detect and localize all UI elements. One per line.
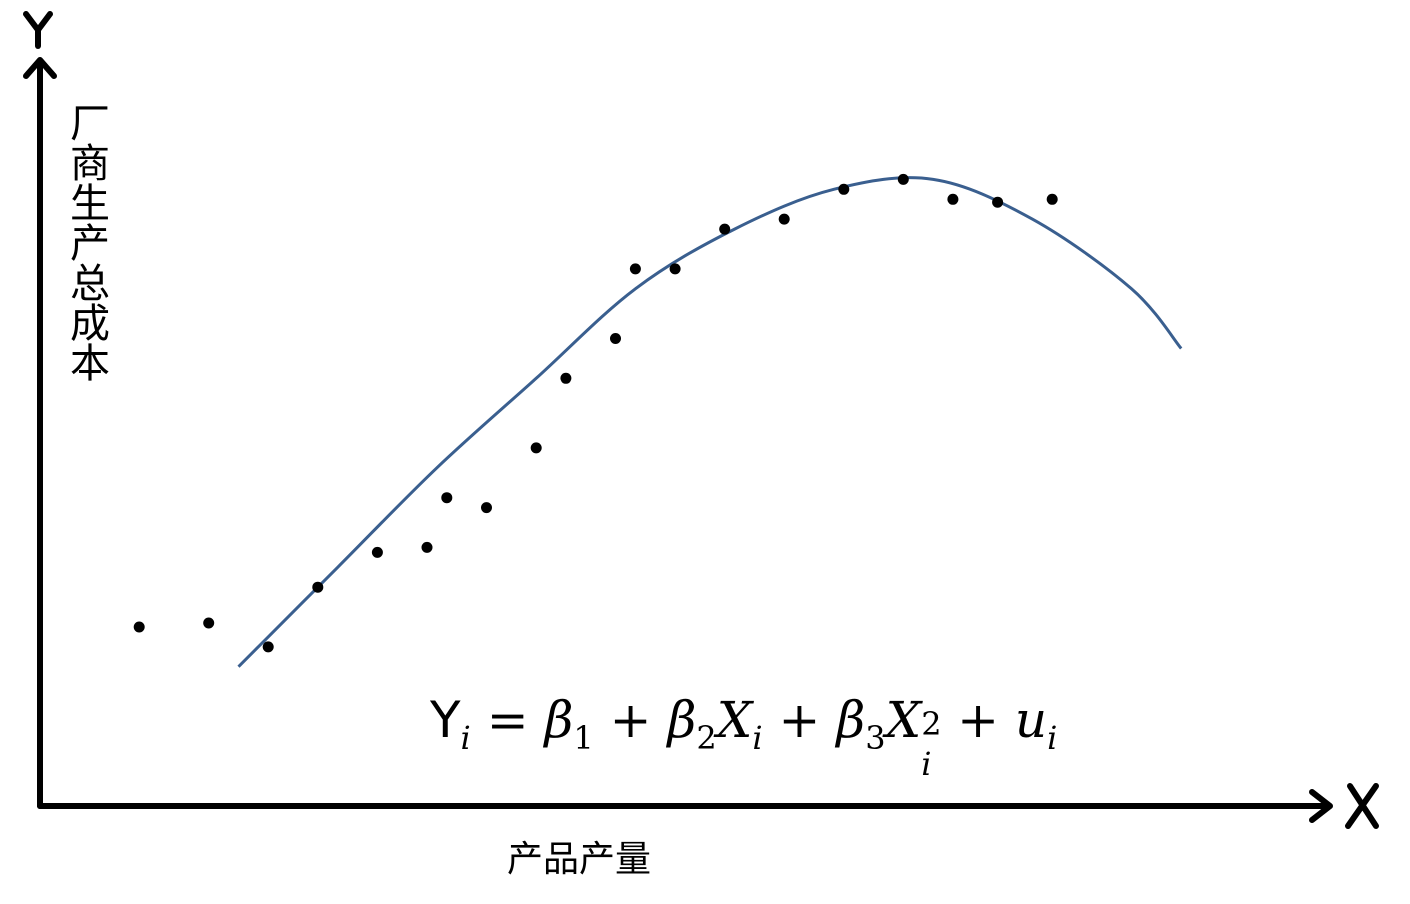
data-point-2 <box>203 617 215 629</box>
data-point-6 <box>421 541 433 553</box>
data-point-10 <box>560 372 572 384</box>
y-axis-arrowhead <box>23 57 57 79</box>
data-point-8 <box>481 502 492 514</box>
data-point-20 <box>1046 193 1058 205</box>
eq-x1: X <box>716 691 753 749</box>
eq-x2-sub: i <box>921 745 932 783</box>
eq-x1-sub: i <box>752 719 763 757</box>
data-point-19 <box>992 196 1004 208</box>
x-axis-letter <box>1345 783 1379 829</box>
x-axis-arrowhead <box>1309 789 1333 823</box>
data-point-16 <box>838 183 850 195</box>
eq-x2-sup: 2 <box>921 705 942 743</box>
y-axis-label: 厂商生产总成本 <box>70 101 110 387</box>
data-point-15 <box>778 213 790 225</box>
eq-u: u <box>1014 691 1048 749</box>
eq-y: Y <box>430 691 461 749</box>
eq-beta2: β <box>667 691 697 749</box>
y-axis-letter <box>23 11 53 49</box>
data-point-17 <box>897 173 909 185</box>
data-point-3 <box>262 641 274 653</box>
eq-plus-1: + <box>609 691 652 749</box>
eq-beta3: β <box>836 691 866 749</box>
eq-beta1-sub: 1 <box>573 719 594 757</box>
data-point-12 <box>629 263 641 275</box>
fitted-quadratic-curve <box>237 176 1183 668</box>
eq-plus-2: + <box>778 691 821 749</box>
data-point-11 <box>610 333 621 344</box>
eq-beta2-sub: 2 <box>696 719 717 757</box>
data-point-1 <box>133 621 145 633</box>
data-point-14 <box>719 223 731 235</box>
x-axis-label: 产品产量 <box>507 839 652 880</box>
eq-plus-3: + <box>957 691 999 749</box>
data-point-18 <box>947 193 959 205</box>
eq-x2: X <box>885 691 922 749</box>
data-point-7 <box>441 492 453 504</box>
eq-u-sub: i <box>1047 719 1058 757</box>
eq-beta1: β <box>544 691 574 749</box>
eq-beta3-sub: 3 <box>865 719 886 757</box>
data-point-9 <box>530 442 542 454</box>
eq-equals: = <box>486 691 529 749</box>
scatter-points <box>133 173 1058 653</box>
data-point-5 <box>371 546 383 558</box>
data-point-4 <box>312 581 324 593</box>
data-point-13 <box>669 263 681 275</box>
regression-equation: Yi = β1 + β2Xi + β3X 2 i + ui <box>430 690 1057 783</box>
eq-sub-i: i <box>460 719 471 757</box>
